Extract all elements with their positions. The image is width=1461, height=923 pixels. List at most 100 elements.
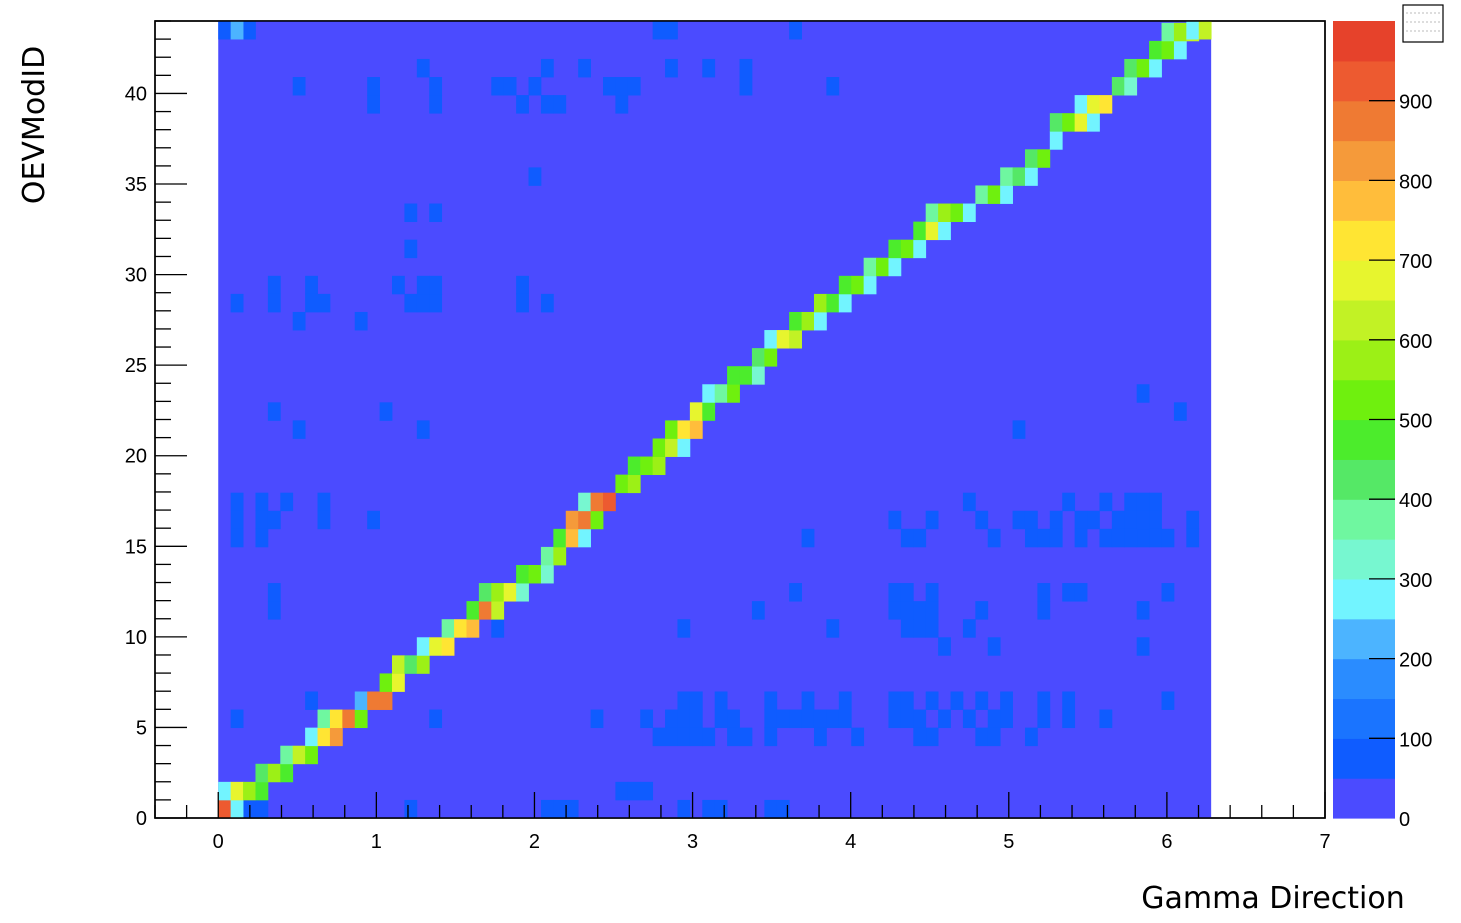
- heatmap-cell-sparse: [1099, 528, 1113, 548]
- heatmap-cell-sparse: [267, 275, 281, 295]
- heatmap-cell-sparse: [305, 691, 318, 710]
- stats-box: [1402, 4, 1444, 43]
- heatmap-cell-sparse: [354, 311, 368, 331]
- heatmap-cell-sparse: [1000, 709, 1013, 729]
- heatmap-cell: [1024, 167, 1038, 186]
- heatmap-cell-sparse: [1074, 528, 1088, 548]
- heatmap-cell: [243, 781, 256, 801]
- heatmap-cell: [677, 438, 691, 457]
- heatmap-cell: [1149, 58, 1162, 78]
- heatmap-cell: [863, 275, 877, 295]
- heatmap-cell: [565, 510, 579, 530]
- heatmap-cell-sparse: [677, 727, 691, 747]
- heatmap-cell-sparse: [714, 691, 728, 710]
- heatmap-cell-sparse: [1124, 510, 1138, 530]
- heatmap-cell-sparse: [615, 77, 629, 96]
- heatmap-cell-sparse: [714, 799, 728, 819]
- x-tick-label: 4: [845, 831, 856, 853]
- heatmap-cell: [292, 745, 306, 765]
- heatmap-cell-sparse: [776, 799, 790, 819]
- heatmap-cell: [516, 583, 529, 602]
- heatmap-cell-sparse: [962, 619, 976, 638]
- heatmap-cell: [1149, 40, 1162, 60]
- heatmap-cell-sparse: [305, 293, 318, 313]
- heatmap-cell-sparse: [913, 619, 927, 638]
- heatmap-cell: [491, 583, 505, 602]
- heatmap-cell: [491, 601, 505, 620]
- heatmap-cell-sparse: [826, 709, 840, 729]
- heatmap-cell-sparse: [826, 77, 840, 96]
- heatmap-cell: [838, 275, 852, 295]
- heatmap-cell-sparse: [1024, 510, 1038, 530]
- heatmap-cell-sparse: [913, 601, 927, 620]
- heatmap-cell-sparse: [1124, 528, 1138, 548]
- heatmap-cell: [553, 528, 567, 548]
- heatmap-cell: [826, 293, 840, 313]
- heatmap-cell-sparse: [1062, 709, 1076, 729]
- heatmap-cell-sparse: [764, 727, 778, 747]
- y-tick-label: 5: [136, 717, 147, 739]
- heatmap-cell: [739, 366, 753, 385]
- color-bar-segment: [1333, 379, 1395, 421]
- color-bar-label: 700: [1399, 251, 1432, 273]
- heatmap-cell-sparse: [292, 311, 306, 331]
- heatmap-cell: [813, 293, 827, 313]
- heatmap-cell-sparse: [640, 781, 654, 801]
- heatmap-cell-sparse: [640, 709, 654, 729]
- color-bar-segment: [1333, 60, 1395, 102]
- heatmap-cell-sparse: [987, 637, 1001, 656]
- heatmap-cell: [1087, 95, 1100, 114]
- heatmap-cell: [838, 293, 852, 313]
- heatmap-cell-sparse: [764, 691, 778, 710]
- x-tick-label: 6: [1161, 831, 1172, 853]
- heatmap-cell: [764, 330, 778, 349]
- heatmap-cell: [578, 492, 591, 512]
- heatmap-cell-sparse: [267, 293, 281, 313]
- heatmap-cell-sparse: [1136, 601, 1150, 620]
- y-axis-title: OEVModID: [17, 46, 52, 204]
- heatmap-cell-sparse: [491, 77, 505, 96]
- heatmap-cell-sparse: [714, 709, 728, 729]
- heatmap-cell-sparse: [1049, 510, 1063, 530]
- heatmap-cell-sparse: [280, 492, 294, 512]
- heatmap-cell: [900, 239, 914, 259]
- heatmap-cell-sparse: [267, 510, 281, 530]
- heatmap-cell: [888, 257, 902, 277]
- heatmap-cell-sparse: [317, 293, 331, 313]
- heatmap-cell: [776, 330, 790, 349]
- heatmap-cell: [1074, 113, 1088, 132]
- heatmap-cell-sparse: [801, 528, 815, 548]
- heatmap-cell-sparse: [677, 691, 691, 710]
- heatmap-cell-sparse: [789, 583, 802, 602]
- heatmap-cell-sparse: [503, 77, 517, 96]
- heatmap-cell: [913, 239, 927, 259]
- heatmap-cell-sparse: [1000, 691, 1013, 710]
- heatmap-cell-sparse: [900, 528, 914, 548]
- heatmap-cell-sparse: [751, 601, 765, 620]
- heatmap-cell-sparse: [1074, 583, 1088, 602]
- heatmap-cell: [404, 655, 418, 674]
- x-tick-label: 5: [1003, 831, 1014, 853]
- heatmap-cell-sparse: [404, 239, 418, 259]
- heatmap-cell: [441, 637, 455, 656]
- heatmap-cell-sparse: [416, 293, 430, 313]
- heatmap-cell-sparse: [776, 709, 790, 729]
- heatmap-cell-sparse: [913, 709, 927, 729]
- heatmap-cell-sparse: [938, 709, 951, 729]
- heatmap-cell: [578, 528, 591, 548]
- heatmap-cell-sparse: [267, 402, 281, 421]
- color-bar-segment: [1333, 658, 1395, 700]
- heatmap-cell-sparse: [218, 21, 232, 40]
- heatmap-cell-sparse: [838, 709, 852, 729]
- heatmap-cell-sparse: [1049, 528, 1063, 548]
- heatmap-cell: [689, 402, 703, 421]
- heatmap-cell: [429, 637, 443, 656]
- heatmap-cell: [652, 438, 666, 457]
- heatmap-cell: [665, 438, 678, 457]
- heatmap-cell-sparse: [888, 691, 902, 710]
- color-bar-segment: [1333, 419, 1395, 460]
- heatmap-cell: [441, 619, 455, 638]
- heatmap-cell: [702, 402, 716, 421]
- heatmap-cell: [1161, 22, 1175, 42]
- heatmap-cell-sparse: [540, 799, 554, 819]
